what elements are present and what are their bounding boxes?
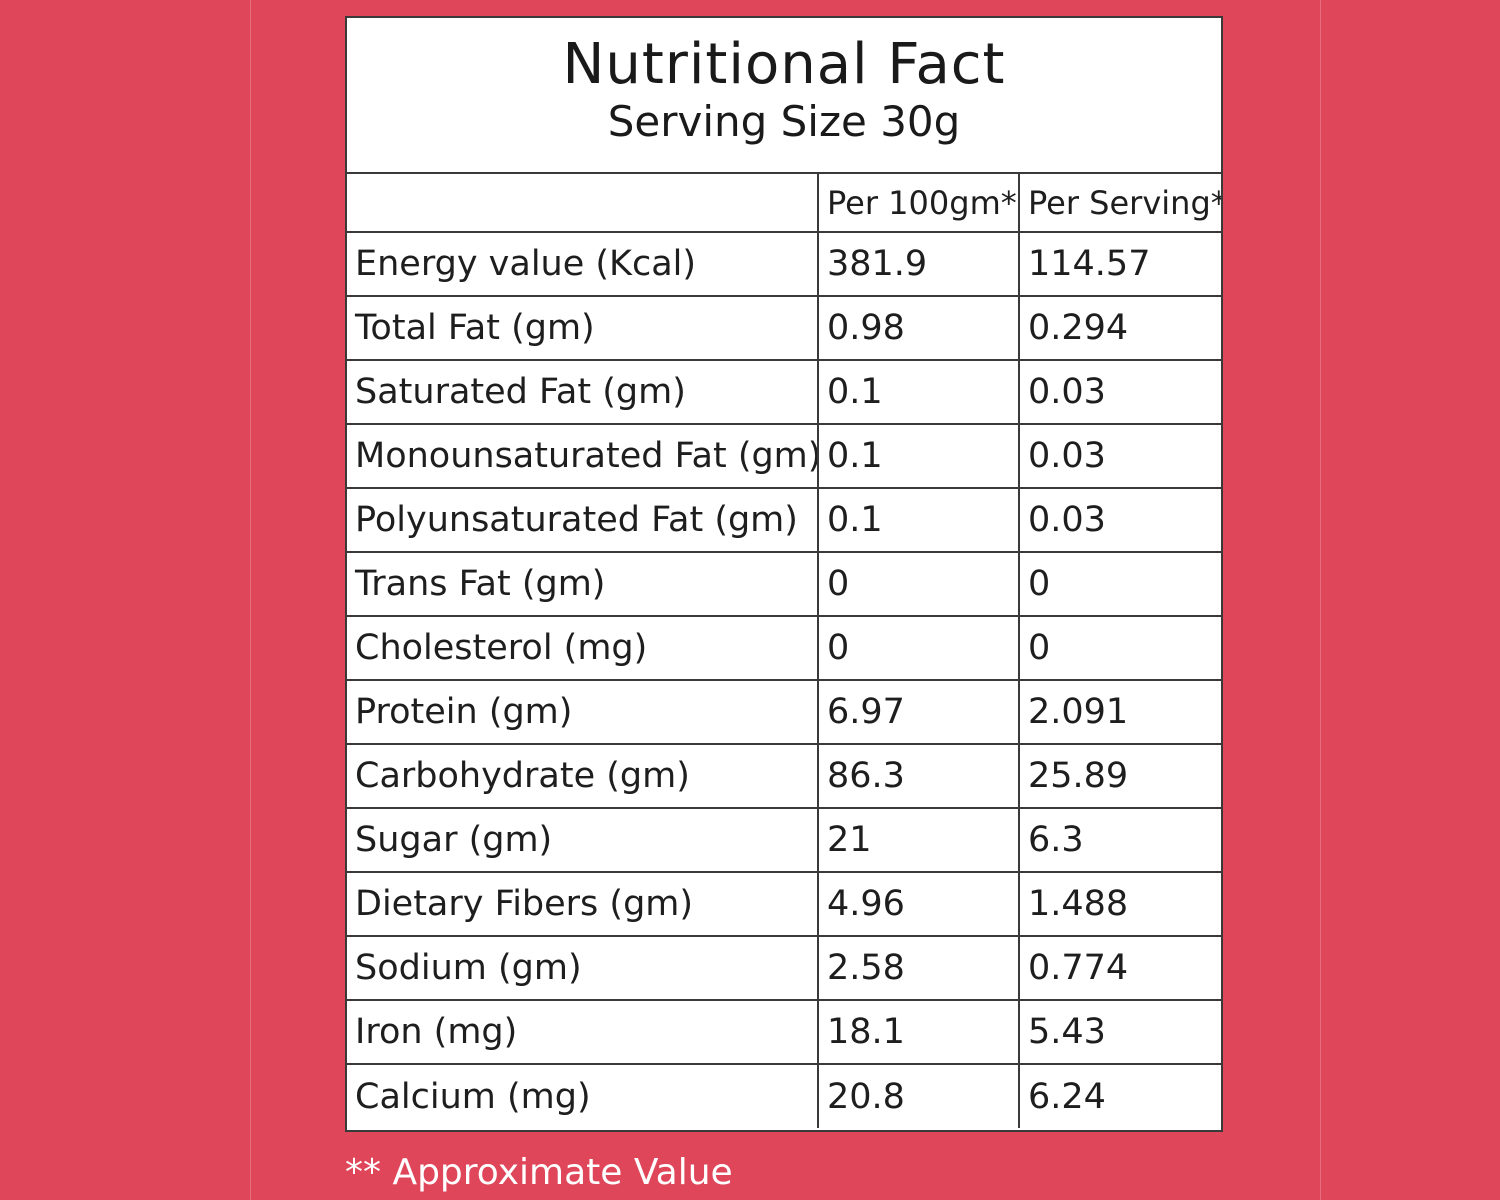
per-serving-value: 0.294 bbox=[1018, 295, 1221, 361]
column-header-per-100gm: Per 100gm* bbox=[817, 174, 1020, 233]
per-serving-value: 0 bbox=[1018, 615, 1221, 681]
per-100g-value: 381.9 bbox=[817, 231, 1020, 297]
nutrient-name: Saturated Fat (gm) bbox=[347, 359, 819, 425]
per-100g-value: 0.1 bbox=[817, 359, 1020, 425]
per-serving-value: 6.3 bbox=[1018, 807, 1221, 873]
approximate-value-footnote: ** Approximate Value bbox=[345, 1152, 733, 1193]
table-row: Carbohydrate (gm) 86.3 25.89 bbox=[347, 743, 1221, 809]
per-100g-value: 20.8 bbox=[817, 1063, 1020, 1128]
per-100g-value: 0.98 bbox=[817, 295, 1020, 361]
per-serving-value: 0 bbox=[1018, 551, 1221, 617]
per-serving-value: 6.24 bbox=[1018, 1063, 1221, 1128]
per-100g-value: 21 bbox=[817, 807, 1020, 873]
per-100g-value: 86.3 bbox=[817, 743, 1020, 809]
table-row: Sugar (gm) 21 6.3 bbox=[347, 807, 1221, 873]
per-serving-value: 5.43 bbox=[1018, 999, 1221, 1065]
right-guide-line bbox=[1320, 0, 1321, 1200]
per-100g-value: 0 bbox=[817, 615, 1020, 681]
nutrient-name: Sodium (gm) bbox=[347, 935, 819, 1001]
table-row: Saturated Fat (gm) 0.1 0.03 bbox=[347, 359, 1221, 425]
nutrient-name: Monounsaturated Fat (gm) bbox=[347, 423, 819, 489]
nutrient-name: Polyunsaturated Fat (gm) bbox=[347, 487, 819, 553]
per-100g-value: 0 bbox=[817, 551, 1020, 617]
nutrition-facts-card: Nutritional Fact Serving Size 30g Per 10… bbox=[345, 16, 1223, 1132]
table-row: Iron (mg) 18.1 5.43 bbox=[347, 999, 1221, 1065]
table-row: Monounsaturated Fat (gm) 0.1 0.03 bbox=[347, 423, 1221, 489]
nutrient-name: Energy value (Kcal) bbox=[347, 231, 819, 297]
per-serving-value: 25.89 bbox=[1018, 743, 1221, 809]
nutrient-name: Dietary Fibers (gm) bbox=[347, 871, 819, 937]
table-row: Dietary Fibers (gm) 4.96 1.488 bbox=[347, 871, 1221, 937]
per-serving-value: 0.03 bbox=[1018, 423, 1221, 489]
column-header-nutrient bbox=[347, 174, 819, 233]
nutrient-name: Carbohydrate (gm) bbox=[347, 743, 819, 809]
page-title: Nutritional Fact bbox=[562, 32, 1006, 97]
table-row: Polyunsaturated Fat (gm) 0.1 0.03 bbox=[347, 487, 1221, 553]
per-serving-value: 0.03 bbox=[1018, 359, 1221, 425]
nutrient-name: Total Fat (gm) bbox=[347, 295, 819, 361]
nutrition-table: Per 100gm* Per Serving* Energy value (Kc… bbox=[347, 174, 1221, 1128]
per-100g-value: 6.97 bbox=[817, 679, 1020, 745]
nutrient-name: Calcium (mg) bbox=[347, 1063, 819, 1128]
nutrient-name: Cholesterol (mg) bbox=[347, 615, 819, 681]
left-guide-line bbox=[250, 0, 251, 1200]
nutrient-name: Trans Fat (gm) bbox=[347, 551, 819, 617]
per-serving-value: 114.57 bbox=[1018, 231, 1221, 297]
table-header-row: Per 100gm* Per Serving* bbox=[347, 174, 1221, 233]
per-100g-value: 0.1 bbox=[817, 487, 1020, 553]
per-serving-value: 0.774 bbox=[1018, 935, 1221, 1001]
nutrient-name: Sugar (gm) bbox=[347, 807, 819, 873]
nutrient-name: Iron (mg) bbox=[347, 999, 819, 1065]
serving-size-label: Serving Size 30g bbox=[607, 97, 961, 146]
column-header-per-serving: Per Serving* bbox=[1018, 174, 1221, 233]
per-100g-value: 4.96 bbox=[817, 871, 1020, 937]
per-serving-value: 0.03 bbox=[1018, 487, 1221, 553]
per-100g-value: 0.1 bbox=[817, 423, 1020, 489]
nutrient-name: Protein (gm) bbox=[347, 679, 819, 745]
table-row: Sodium (gm) 2.58 0.774 bbox=[347, 935, 1221, 1001]
per-100g-value: 18.1 bbox=[817, 999, 1020, 1065]
table-row: Energy value (Kcal) 381.9 114.57 bbox=[347, 231, 1221, 297]
table-row: Protein (gm) 6.97 2.091 bbox=[347, 679, 1221, 745]
per-serving-value: 2.091 bbox=[1018, 679, 1221, 745]
table-row: Calcium (mg) 20.8 6.24 bbox=[347, 1063, 1221, 1128]
per-serving-value: 1.488 bbox=[1018, 871, 1221, 937]
nutrition-header: Nutritional Fact Serving Size 30g bbox=[347, 18, 1221, 174]
table-row: Total Fat (gm) 0.98 0.294 bbox=[347, 295, 1221, 361]
per-100g-value: 2.58 bbox=[817, 935, 1020, 1001]
table-row: Trans Fat (gm) 0 0 bbox=[347, 551, 1221, 617]
table-row: Cholesterol (mg) 0 0 bbox=[347, 615, 1221, 681]
